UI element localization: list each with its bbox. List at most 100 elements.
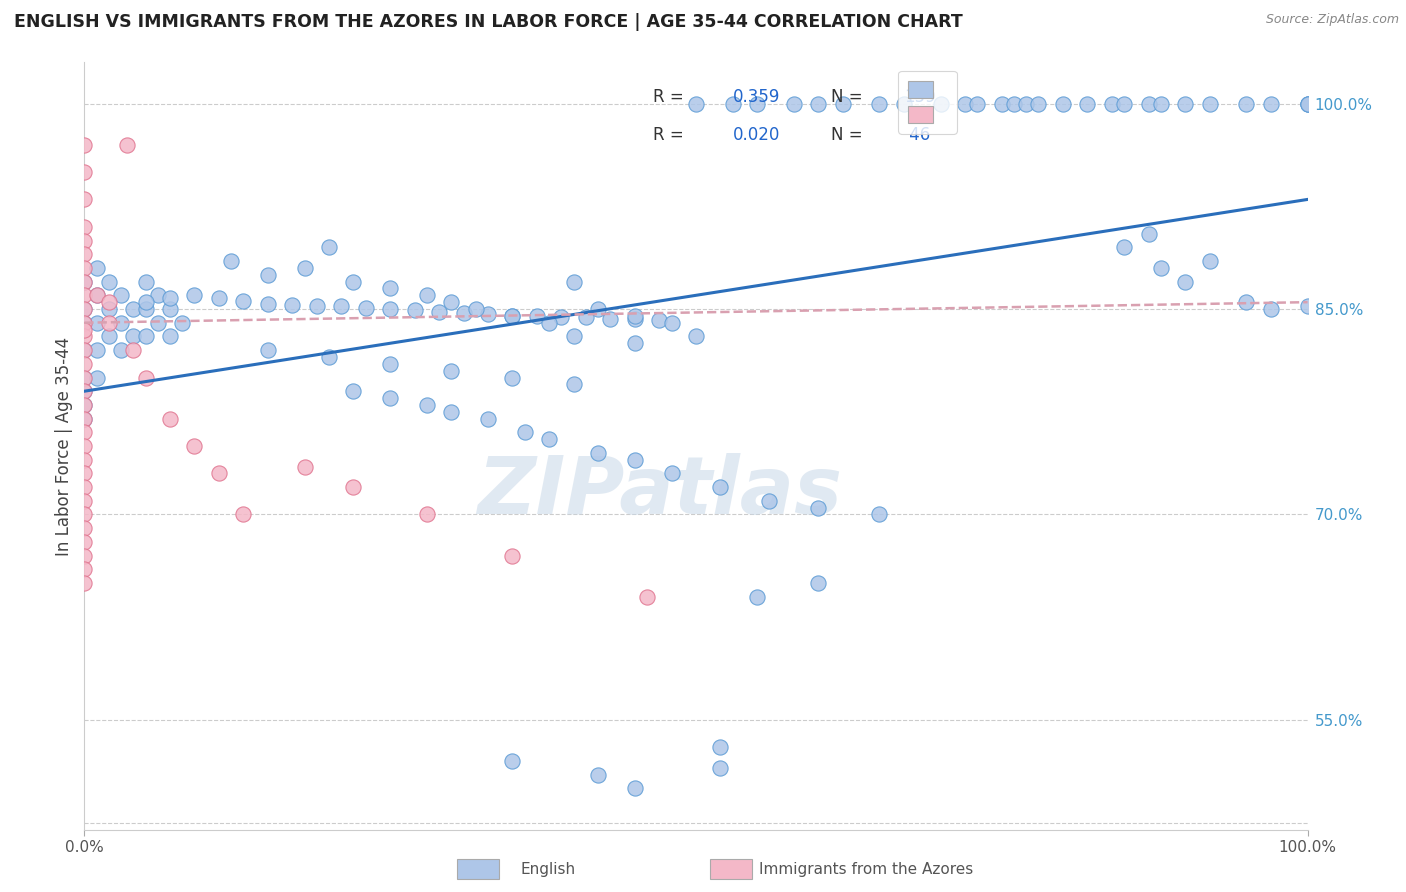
- Point: [1028, 96, 1050, 111]
- Point: [1052, 96, 1074, 111]
- Text: English: English: [520, 863, 575, 877]
- Point: [183, 288, 205, 302]
- Point: [73, 398, 96, 412]
- Point: [73, 398, 96, 412]
- Point: [73, 411, 96, 425]
- Point: [586, 768, 609, 782]
- Point: [73, 411, 96, 425]
- Point: [538, 432, 561, 446]
- Point: [73, 357, 96, 371]
- Text: Source: ZipAtlas.com: Source: ZipAtlas.com: [1265, 13, 1399, 27]
- Point: [318, 240, 340, 254]
- Text: N =: N =: [831, 88, 868, 106]
- Point: [893, 96, 915, 111]
- Text: R =: R =: [654, 127, 689, 145]
- Point: [807, 500, 830, 515]
- Point: [73, 260, 96, 275]
- Point: [73, 480, 96, 494]
- Point: [477, 411, 499, 425]
- Text: Immigrants from the Azores: Immigrants from the Azores: [759, 863, 973, 877]
- Point: [1137, 96, 1160, 111]
- Point: [624, 336, 647, 351]
- Point: [73, 275, 96, 289]
- Point: [219, 254, 242, 268]
- Point: [440, 364, 463, 378]
- Point: [1114, 96, 1136, 111]
- Point: [380, 357, 402, 371]
- Point: [380, 281, 402, 295]
- Point: [135, 275, 157, 289]
- Point: [86, 343, 108, 358]
- Point: [624, 311, 647, 326]
- Point: [257, 343, 280, 358]
- Point: [1137, 227, 1160, 241]
- Point: [416, 508, 439, 522]
- Point: [73, 247, 96, 261]
- Point: [648, 313, 671, 327]
- Point: [661, 467, 683, 481]
- Point: [135, 370, 157, 384]
- Point: [380, 391, 402, 405]
- Point: [661, 316, 683, 330]
- Point: [427, 305, 450, 319]
- Point: [97, 329, 120, 343]
- Point: [1198, 254, 1220, 268]
- Point: [783, 96, 806, 111]
- Text: ZIPatlas: ZIPatlas: [477, 453, 842, 531]
- Point: [208, 467, 231, 481]
- Point: [73, 439, 96, 453]
- Point: [869, 96, 891, 111]
- Point: [73, 549, 96, 563]
- Point: [747, 590, 769, 604]
- Point: [73, 165, 96, 179]
- Point: [1015, 96, 1038, 111]
- Point: [86, 370, 108, 384]
- Point: [135, 295, 157, 310]
- Point: [807, 576, 830, 591]
- Point: [73, 219, 96, 234]
- Legend: , : ,: [898, 70, 956, 134]
- Point: [110, 316, 132, 330]
- Point: [502, 309, 524, 323]
- Point: [502, 754, 524, 768]
- Point: [440, 405, 463, 419]
- Point: [1260, 301, 1282, 316]
- Point: [73, 275, 96, 289]
- Point: [1174, 275, 1197, 289]
- Point: [1076, 96, 1098, 111]
- Point: [73, 322, 96, 336]
- Point: [159, 329, 181, 343]
- Point: [1236, 295, 1258, 310]
- Point: [1296, 96, 1319, 111]
- Point: [1150, 96, 1173, 111]
- Point: [807, 96, 830, 111]
- Point: [502, 549, 524, 563]
- Point: [1101, 96, 1123, 111]
- Point: [929, 96, 952, 111]
- Point: [86, 260, 108, 275]
- Point: [416, 398, 439, 412]
- Point: [404, 303, 426, 318]
- Point: [342, 275, 364, 289]
- Point: [502, 309, 524, 323]
- Point: [73, 329, 96, 343]
- Point: [318, 350, 340, 364]
- Text: ENGLISH VS IMMIGRANTS FROM THE AZORES IN LABOR FORCE | AGE 35-44 CORRELATION CHA: ENGLISH VS IMMIGRANTS FROM THE AZORES IN…: [14, 13, 963, 31]
- Point: [562, 377, 585, 392]
- Point: [159, 301, 181, 316]
- Point: [453, 306, 475, 320]
- Point: [586, 446, 609, 460]
- Point: [73, 521, 96, 535]
- Point: [146, 288, 169, 302]
- Point: [1174, 96, 1197, 111]
- Point: [709, 740, 731, 755]
- Point: [73, 301, 96, 316]
- Point: [232, 508, 254, 522]
- Point: [953, 96, 976, 111]
- Point: [477, 308, 499, 322]
- Point: [73, 370, 96, 384]
- Point: [1002, 96, 1025, 111]
- Point: [513, 425, 536, 440]
- Point: [342, 384, 364, 399]
- Point: [1198, 96, 1220, 111]
